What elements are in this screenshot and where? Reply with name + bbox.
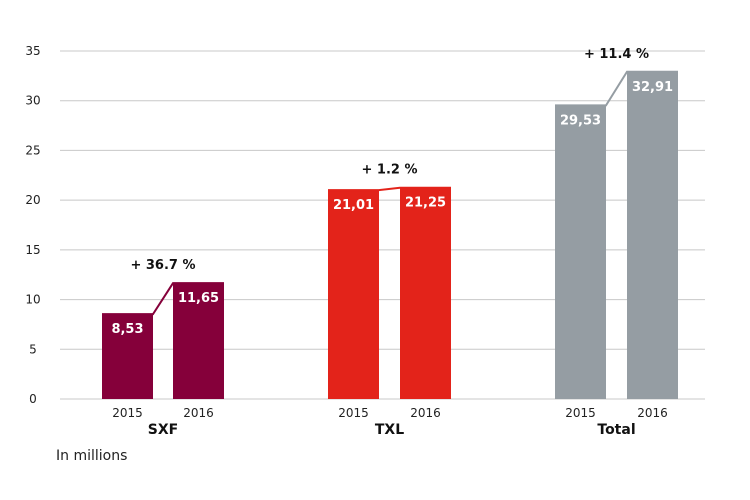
bar	[627, 71, 678, 399]
change-label: + 11.4 %	[584, 47, 649, 62]
y-tick-label: 30	[25, 94, 40, 108]
y-tick-label: 0	[29, 392, 37, 406]
y-tick-label: 5	[29, 342, 37, 356]
x-tick-label: 2016	[637, 406, 668, 420]
bar	[400, 187, 451, 399]
bar-value-label: 8,53	[111, 322, 143, 337]
y-tick-label: 10	[25, 293, 40, 307]
group-label: Total	[597, 422, 635, 438]
y-tick-label: 15	[25, 243, 40, 257]
bar	[173, 283, 224, 399]
y-tick-label: 25	[25, 143, 40, 157]
change-connector	[328, 186, 451, 192]
x-tick-label: 2016	[183, 406, 214, 420]
group-label: TXL	[375, 422, 404, 438]
bar-value-label: 32,91	[632, 80, 673, 95]
x-tick-label: 2015	[565, 406, 596, 420]
change-label: + 1.2 %	[362, 163, 418, 178]
bar-value-label: 21,25	[405, 196, 446, 211]
bar	[102, 314, 153, 399]
group-label: SXF	[148, 422, 178, 438]
x-tick-label: 2015	[338, 406, 369, 420]
unit-note: In millions	[56, 448, 128, 464]
bar	[328, 190, 379, 399]
bar-value-label: 29,53	[560, 113, 601, 128]
bar-value-label: 11,65	[178, 291, 219, 306]
y-tick-label: 20	[25, 193, 40, 207]
bar-value-label: 21,01	[333, 198, 374, 213]
x-tick-label: 2016	[410, 406, 441, 420]
change-connector	[555, 70, 678, 107]
x-tick-label: 2015	[112, 406, 143, 420]
change-connector	[102, 282, 224, 316]
y-tick-label: 35	[25, 44, 40, 58]
change-label: + 36.7 %	[130, 258, 195, 273]
bar	[555, 105, 606, 400]
